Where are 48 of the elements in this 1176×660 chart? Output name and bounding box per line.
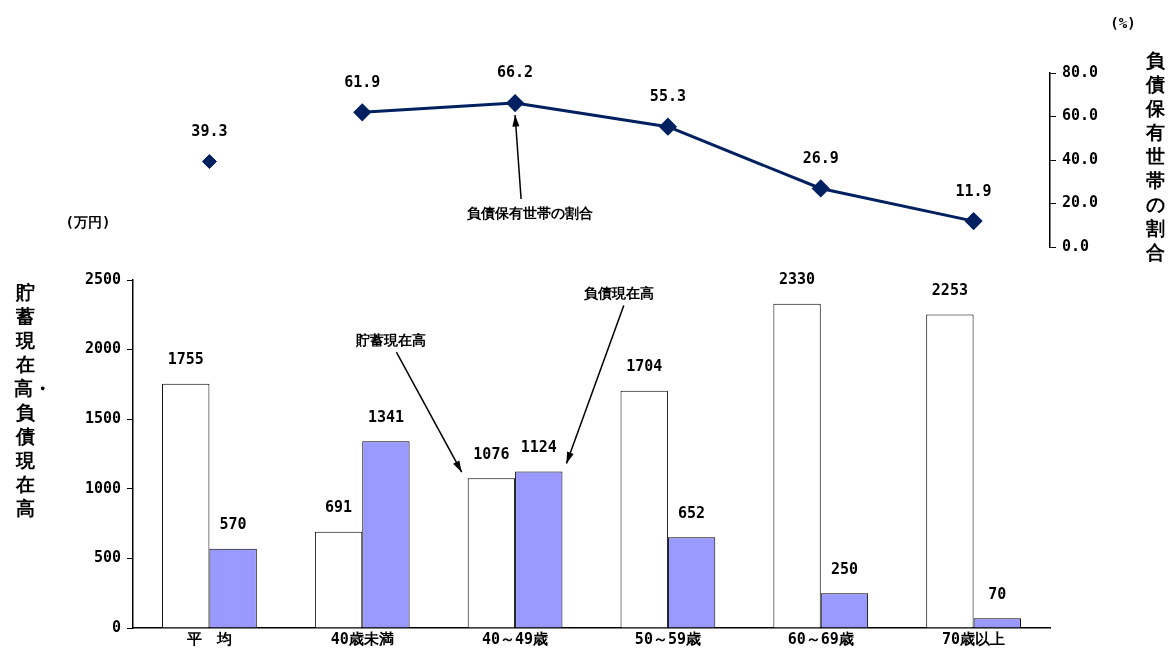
- data-label: 652: [678, 503, 706, 522]
- annotation: 貯蓄現在高: [355, 331, 427, 348]
- y-tick-label: 1500: [84, 409, 121, 428]
- y-tick-label: 0: [111, 617, 121, 636]
- data-label: 55.3: [649, 87, 686, 106]
- y-tick-label: 2000: [84, 339, 121, 358]
- x-tick-label: 40～49歳: [482, 629, 549, 648]
- point: [506, 94, 524, 112]
- y-tick-label: 500: [93, 548, 121, 567]
- data-label: 39.3: [191, 121, 228, 140]
- data-label: 11.9: [955, 181, 992, 200]
- text: (万円): [65, 213, 111, 230]
- y2-tick-label: 60.0: [1062, 106, 1099, 125]
- y2-tick-label: 0.0: [1062, 236, 1090, 255]
- data-label: 2253: [931, 280, 968, 299]
- data-label: 70: [988, 584, 1007, 603]
- point: [812, 179, 830, 197]
- point: [965, 212, 983, 230]
- y-tick-label: 1000: [84, 478, 121, 497]
- x-tick-label: 40歳未満: [330, 629, 394, 648]
- text: 貯蓄現在高・負債現在高: [14, 281, 52, 519]
- text: 負債保有世帯の割合: [467, 204, 594, 221]
- data-label: 250: [830, 559, 858, 578]
- data-label: 1704: [626, 357, 663, 376]
- data-label: 691: [325, 498, 353, 517]
- x-tick-label: 50～59歳: [634, 629, 701, 648]
- y2-tick-label: 40.0: [1062, 149, 1099, 168]
- y2-tick-label: 20.0: [1062, 193, 1099, 212]
- x-tick-label: 60～69歳: [787, 629, 854, 648]
- x-tick-label: 平 均: [185, 629, 232, 648]
- data-label: 1076: [473, 444, 510, 463]
- text: (%): [1110, 14, 1136, 31]
- data-label: 2330: [779, 270, 816, 289]
- annotation: 負債現在高: [583, 285, 654, 302]
- data-label: 26.9: [802, 148, 839, 167]
- text: 負債保有世帯の割合: [1145, 49, 1165, 263]
- data-label: 1341: [367, 407, 404, 426]
- data-label: 570: [219, 515, 247, 534]
- point: [353, 103, 371, 121]
- data-label: 1124: [520, 437, 557, 456]
- data-label: 1755: [167, 350, 204, 369]
- point: [659, 118, 677, 136]
- y-tick-label: 2500: [84, 269, 121, 288]
- y2-tick-label: 80.0: [1062, 62, 1099, 81]
- data-label: 66.2: [497, 63, 534, 82]
- point: [201, 154, 217, 170]
- data-label: 61.9: [344, 72, 381, 91]
- x-tick-label: 70歳以上: [942, 629, 1006, 648]
